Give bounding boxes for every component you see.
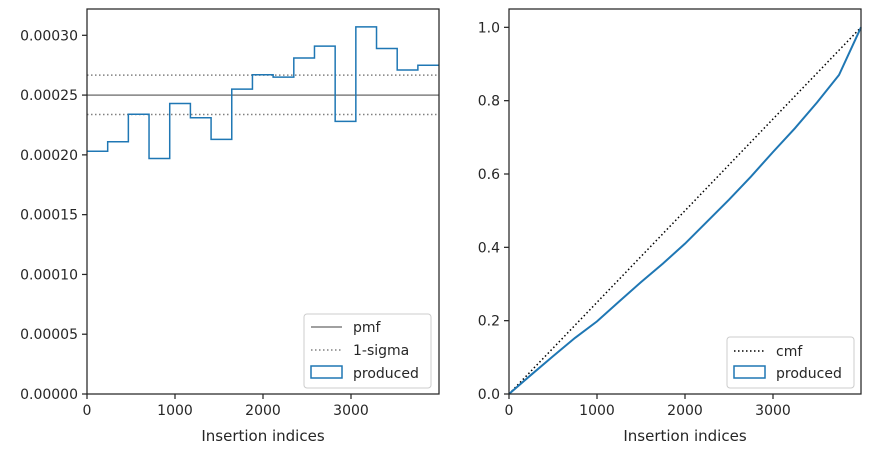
left-x-axis-label: Insertion indices xyxy=(201,427,324,445)
right-y-tick-label: 0.2 xyxy=(478,314,500,330)
left-x-axis: 0 1000 2000 3000 xyxy=(83,394,369,419)
right-x-axis: 0 1000 2000 3000 xyxy=(505,394,791,419)
legend-label-produced-left: produced xyxy=(353,366,419,382)
left-y-tick-label: 0.00005 xyxy=(20,327,78,343)
right-y-tick-label: 0.0 xyxy=(478,387,500,403)
left-y-tick-label: 0.00015 xyxy=(20,208,78,224)
right-chart: 0 1000 2000 3000 0.0 0.2 0.4 0.6 0.8 1.0 Inserti… xyxy=(478,8,862,445)
right-x-tick-label: 0 xyxy=(505,403,514,419)
legend-label-1-sigma: 1-sigma xyxy=(353,343,409,359)
left-legend-box xyxy=(303,313,432,389)
right-y-tick-label: 0.6 xyxy=(478,167,500,183)
left-legend: pmf 1-sigma produced xyxy=(303,313,432,389)
right-cmf-line xyxy=(508,26,862,395)
right-y-tick-label: 0.8 xyxy=(478,94,500,110)
left-x-tick-label: 0 xyxy=(83,403,92,419)
right-x-tick-label: 1000 xyxy=(579,403,615,419)
right-x-axis-label: Insertion indices xyxy=(623,427,746,445)
legend-label-produced-right: produced xyxy=(776,366,842,382)
right-plot-area xyxy=(509,9,861,394)
left-x-tick-label: 1000 xyxy=(157,403,193,419)
left-x-tick-label: 3000 xyxy=(333,403,369,419)
left-y-tick-label: 0.00030 xyxy=(20,28,78,44)
left-y-tick-label: 0.00010 xyxy=(20,267,78,283)
right-y-tick-label: 0.4 xyxy=(478,240,500,256)
right-legend: cmf produced xyxy=(726,336,855,389)
left-chart: 0 1000 2000 3000 0.000000.000050.000100.000… xyxy=(20,8,440,445)
right-legend-box xyxy=(726,336,855,389)
legend-label-cmf: cmf xyxy=(776,344,803,360)
legend-swatch-produced-right xyxy=(733,365,766,379)
legend-swatch-produced-left xyxy=(310,365,343,379)
right-x-tick-label: 2000 xyxy=(667,403,703,419)
left-y-tick-label: 0.00025 xyxy=(20,88,78,104)
left-y-tick-label: 0.00000 xyxy=(20,387,78,403)
right-produced-line xyxy=(508,26,862,395)
right-y-axis: 0.0 0.2 0.4 0.6 0.8 1.0 xyxy=(478,20,509,403)
left-x-tick-label: 2000 xyxy=(245,403,281,419)
legend-label-pmf: pmf xyxy=(353,320,382,336)
left-y-tick-label: 0.00020 xyxy=(20,148,78,164)
right-x-tick-label: 3000 xyxy=(755,403,791,419)
right-y-tick-label: 1.0 xyxy=(478,20,500,36)
left-y-axis: 0.00000 0.00005 0.00010 0.00015 0.00020 0.000… xyxy=(20,28,87,403)
left-produced-step-series xyxy=(87,26,439,160)
